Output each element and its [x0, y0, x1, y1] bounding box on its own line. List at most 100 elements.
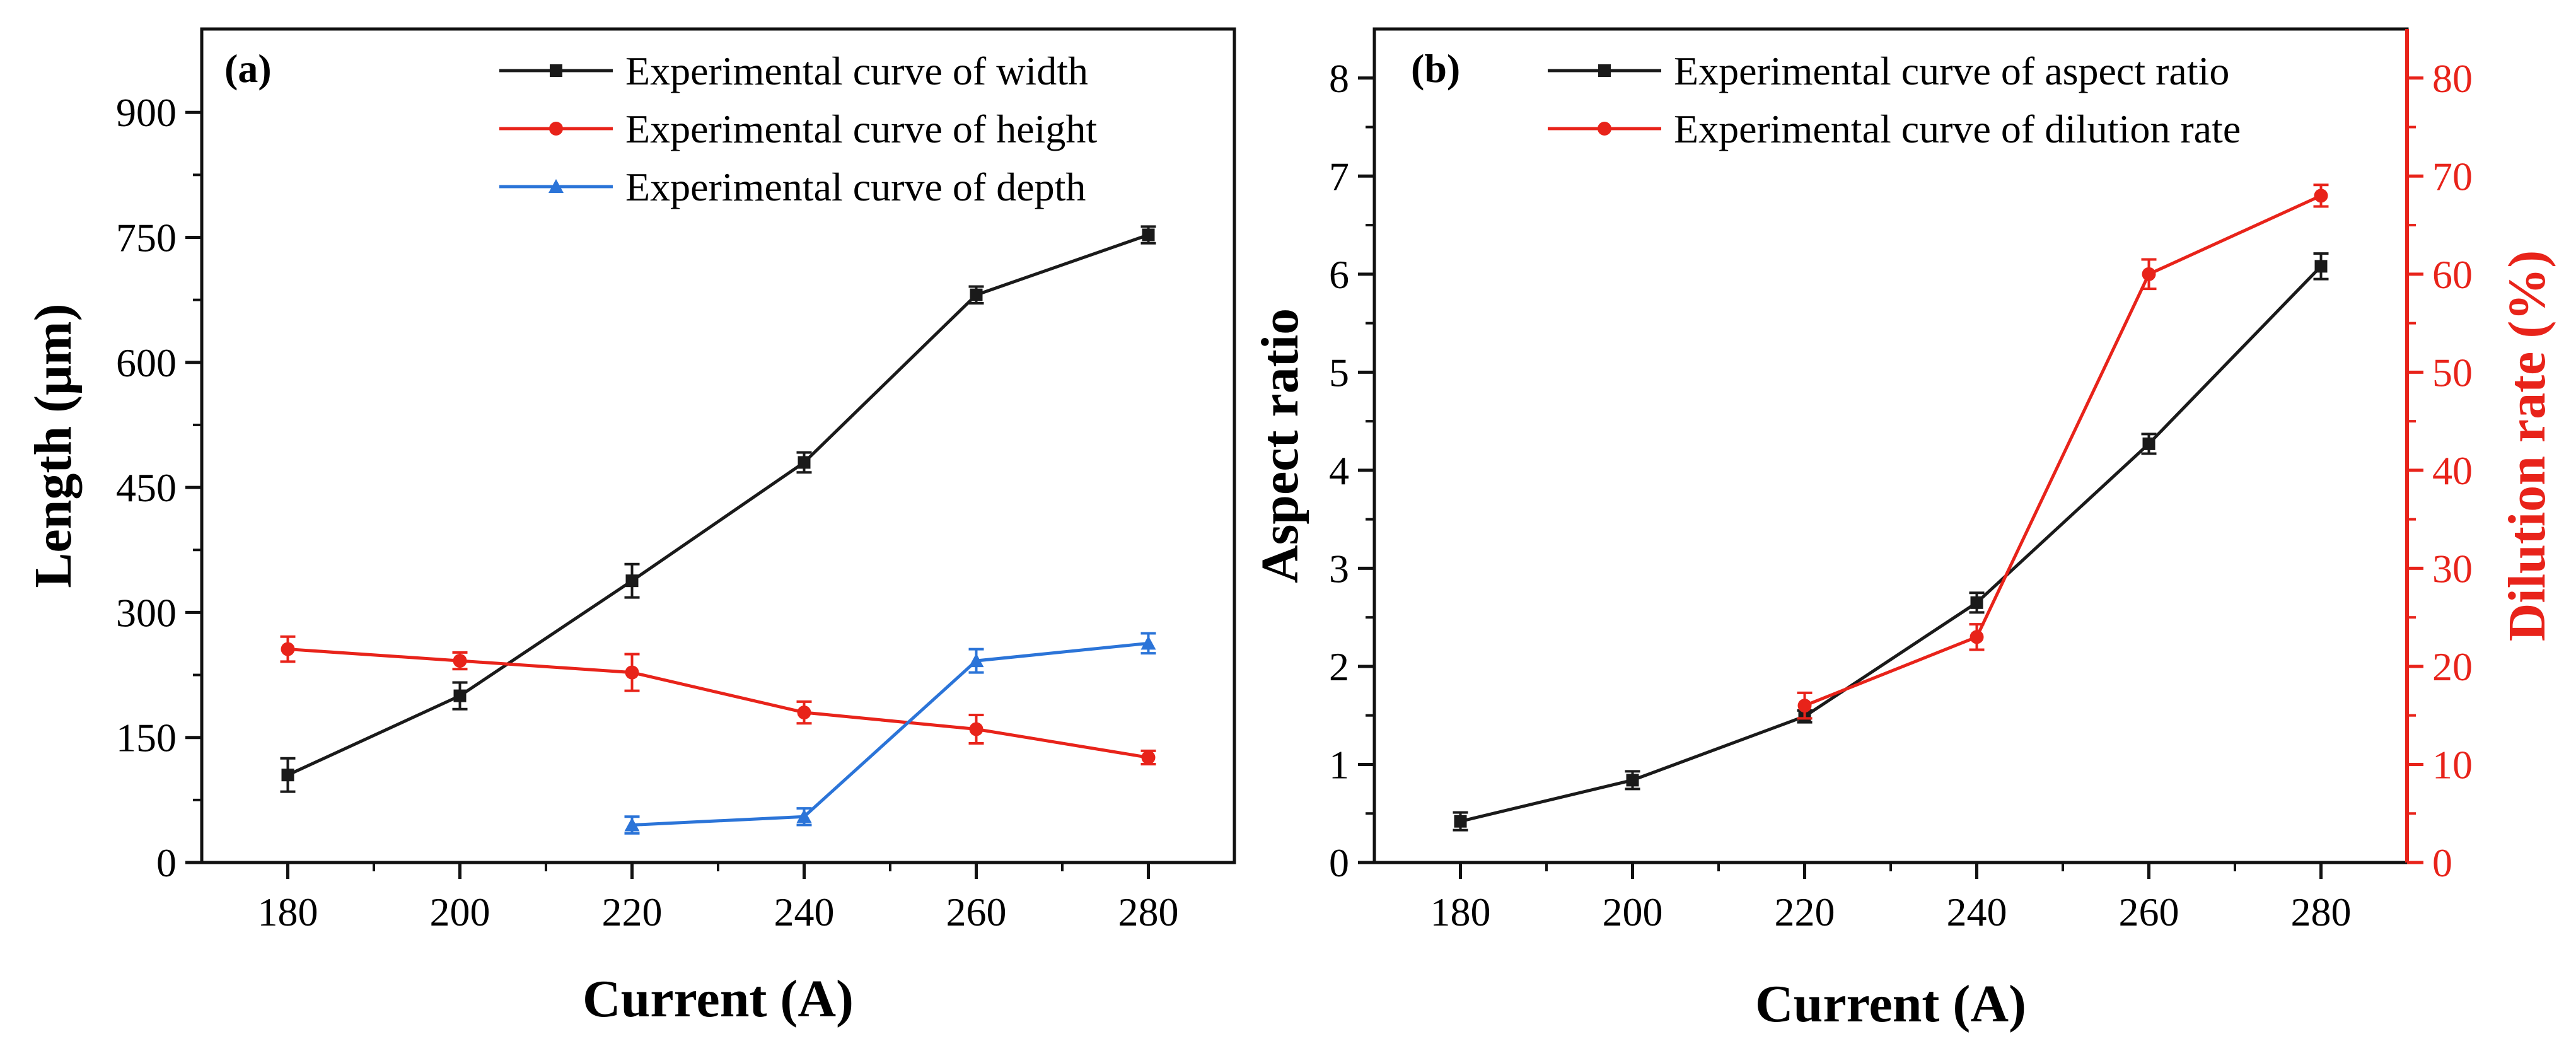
panel-a-series-0-point — [281, 769, 294, 782]
panel-b-x-tick-label: 280 — [2291, 890, 2352, 934]
panel-a-x-tick-label: 220 — [602, 890, 663, 934]
panel-a-y-axis-title: Length (μm) — [24, 303, 83, 588]
panel-a-x-tick-label: 260 — [946, 890, 1007, 934]
panel-b-series-1-line — [1804, 194, 2322, 707]
panel-b: 180 200 220 240 260 2800123456780102030405060… — [1251, 27, 2556, 1033]
panel-b-plot-area — [1453, 183, 2329, 832]
panel-a-series-0-line — [287, 233, 1149, 777]
panel-a-series-1-point — [1141, 750, 1156, 765]
panel-a-series-2-point — [796, 809, 812, 823]
panel-a-label: (a) — [224, 46, 272, 91]
panel-a-series-2-line — [632, 641, 1149, 827]
panel-a-x-tick-label: 280 — [1118, 890, 1179, 934]
panel-b-y-right-tick-label: 10 — [2432, 742, 2473, 787]
legend-b-dilution-rate-label: Experimental curve of dilution rate — [1674, 107, 2241, 151]
panel-a-y-tick-label: 900 — [116, 90, 177, 135]
panel-b-legend: Experimental curve of aspect ratio Exper… — [1548, 49, 2241, 151]
panel-a-series-1-point — [453, 654, 467, 668]
panel-b-y-tick-label: 0 — [1329, 840, 1349, 885]
panel-b-series-1-point — [1970, 630, 1984, 644]
panel-a-series-1-point — [281, 642, 295, 656]
panel-b-x-tick-label: 240 — [1947, 890, 2007, 934]
legend-b-aspect-ratio: Experimental curve of aspect ratio — [1548, 49, 2229, 93]
panel-b-y-right-tick-label: 40 — [2432, 448, 2473, 493]
panel-b-y-right-tick-label: 70 — [2432, 154, 2473, 199]
panel-b-series-0-point — [1970, 596, 1983, 609]
panel-b-y-tick-label: 4 — [1329, 448, 1349, 493]
panel-b-ticks: 180 200 220 240 260 2800123456780102030405060… — [1329, 56, 2473, 934]
legend-a-width: Experimental curve of width — [499, 49, 1088, 93]
legend-a-height: Experimental curve of height — [499, 107, 1097, 151]
legend-a-depth-label: Experimental curve of depth — [625, 165, 1086, 209]
panel-a-y-tick-label: 600 — [116, 340, 177, 385]
panel-b-right-axis-title: Dilution rate (%) — [2498, 250, 2556, 642]
panel-a-x-axis-title: Current (A) — [583, 970, 854, 1028]
panel-b-y-tick-label: 8 — [1329, 56, 1349, 101]
panel-a-series-0-point — [798, 456, 811, 469]
panel-a-series-1-point — [797, 706, 811, 720]
panel-b-y-right-tick-label: 20 — [2432, 644, 2473, 689]
legend-a-height-marker — [549, 122, 563, 136]
panel-a-series-0-point — [625, 574, 639, 588]
panel-a-series-2-point — [968, 653, 984, 668]
panel-b-x-axis-title: Current (A) — [1755, 975, 2026, 1033]
legend-b-dilution-rate-marker — [1598, 122, 1611, 136]
legend-a-depth: Experimental curve of depth — [499, 165, 1086, 209]
panel-b-series-1-point — [1797, 699, 1812, 713]
legend-a-depth-marker — [548, 179, 564, 193]
legend-b-aspect-ratio-marker — [1598, 64, 1611, 77]
panel-b-y-tick-label: 7 — [1329, 154, 1349, 199]
panel-a-y-tick-label: 300 — [116, 590, 177, 635]
legend-a-height-label: Experimental curve of height — [625, 107, 1097, 151]
panel-b-series-0-point — [1626, 774, 1639, 787]
panel-b-x-tick-label: 260 — [2119, 890, 2179, 934]
panel-a-x-tick-label: 240 — [774, 890, 835, 934]
panel-b-series-1-point — [2142, 267, 2156, 281]
panel-b-x-tick-label: 180 — [1430, 890, 1491, 934]
panel-a-plot-area — [280, 225, 1156, 835]
panel-a-series-1-line — [287, 648, 1149, 759]
panel-a-series-2-point — [624, 817, 640, 832]
panel-b-series-0-point — [2314, 260, 2328, 273]
panel-b-y-tick-label: 5 — [1329, 350, 1349, 395]
panel-b-y-tick-label: 1 — [1329, 742, 1349, 787]
panel-b-y-tick-label: 2 — [1329, 644, 1349, 689]
legend-a-width-marker — [550, 64, 562, 77]
legend-b-dilution-rate: Experimental curve of dilution rate — [1548, 107, 2241, 151]
panel-b-y-right-tick-label: 80 — [2432, 56, 2473, 101]
panel-a-x-tick-label: 200 — [430, 890, 490, 934]
panel-a-x-tick-label: 180 — [258, 890, 318, 934]
panel-a-y-tick-label: 150 — [116, 716, 177, 760]
panel-a: 180 200 220 240 260 280 0 150 300 450 600 750 900 (a… — [24, 27, 1236, 1028]
panel-a-y-tick-label: 0 — [156, 840, 177, 885]
legend-b-aspect-ratio-label: Experimental curve of aspect ratio — [1674, 49, 2229, 93]
panel-b-x-tick-label: 220 — [1775, 890, 1835, 934]
panel-a-y-tick-label: 750 — [116, 216, 177, 260]
legend-a-width-label: Experimental curve of width — [625, 49, 1088, 93]
panel-a-y-tick-label: 450 — [116, 465, 177, 510]
panel-a-ticks: 180 200 220 240 260 280 0 150 300 450 600 750 900 — [116, 90, 1179, 934]
panel-b-y-right-tick-label: 50 — [2432, 350, 2473, 395]
panel-a-series-0-point — [453, 689, 467, 702]
panel-b-series-1-point — [2314, 189, 2328, 203]
panel-b-series-0-point — [2142, 437, 2155, 450]
panel-b-y-right-tick-label: 0 — [2432, 840, 2452, 885]
panel-b-series-0-point — [1454, 815, 1467, 828]
panel-b-y-right-tick-label: 30 — [2432, 546, 2473, 591]
panel-a-series-0-point — [1142, 228, 1155, 241]
panel-b-y-tick-label: 3 — [1329, 546, 1349, 591]
panel-b-y-tick-label: 6 — [1329, 252, 1349, 297]
panel-b-frame — [1372, 27, 2409, 864]
panel-b-y-axis-title: Aspect ratio — [1251, 308, 1309, 583]
panel-a-series-0-point — [970, 288, 983, 301]
panel-a-frame — [200, 27, 1236, 864]
panel-a-series-1-point — [969, 722, 983, 736]
panel-a-series-2-point — [1140, 636, 1156, 650]
panel-a-series-1-point — [625, 665, 639, 680]
panel-b-label: (b) — [1411, 46, 1460, 91]
panel-b-series-0-line — [1459, 265, 2323, 823]
panel-a-legend: Experimental curve of width Experimental… — [499, 49, 1097, 209]
panel-b-x-tick-label: 200 — [1603, 890, 1663, 934]
panel-b-y-right-tick-label: 60 — [2432, 252, 2473, 297]
